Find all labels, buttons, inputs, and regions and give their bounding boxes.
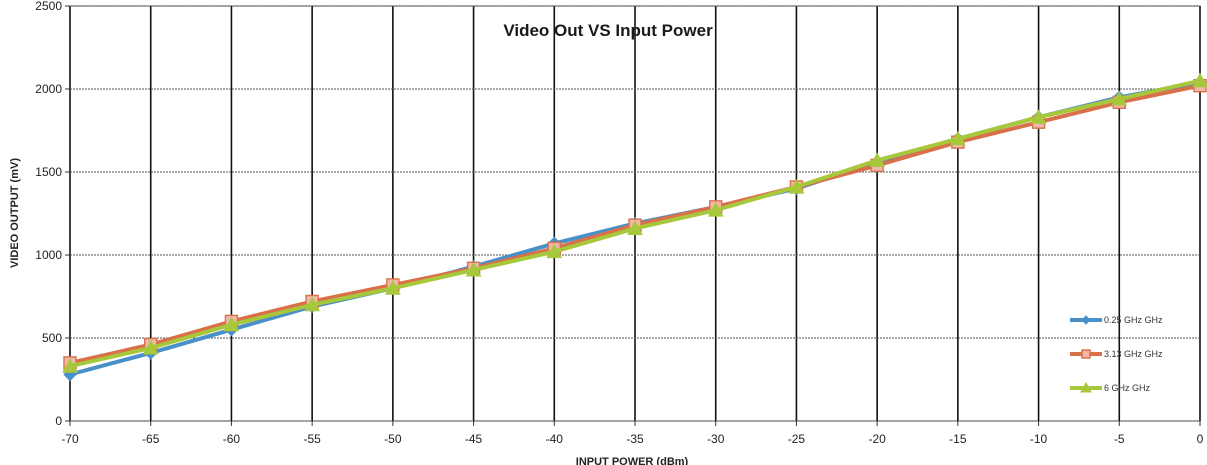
y-tick-label: 2000 xyxy=(35,82,62,96)
x-tick-label: -5 xyxy=(1114,432,1125,446)
y-tick-label: 2500 xyxy=(35,0,62,13)
x-tick-label: -55 xyxy=(303,432,321,446)
data-point-marker xyxy=(1081,349,1091,359)
data-point-marker xyxy=(788,178,805,194)
x-axis-title: INPUT POWER (dBm) xyxy=(576,456,689,465)
data-point-marker xyxy=(1111,90,1128,106)
data-point-marker xyxy=(950,130,966,146)
x-tick-label: -25 xyxy=(788,432,806,446)
x-tick-label: -70 xyxy=(61,432,79,446)
x-tick-label: -30 xyxy=(707,432,725,446)
y-tick-label: 1500 xyxy=(35,165,62,179)
x-tick-label: -15 xyxy=(949,432,967,446)
series-2 xyxy=(62,72,1207,373)
data-point-marker xyxy=(707,202,724,217)
legend-item: 3.13 GHz GHz xyxy=(1070,349,1163,359)
x-tick-label: -10 xyxy=(1030,432,1048,446)
data-point-marker xyxy=(546,243,563,259)
data-point-marker xyxy=(869,152,885,167)
x-tick-label: -35 xyxy=(626,432,644,446)
x-tick-label: -45 xyxy=(465,432,483,446)
y-axis-title: VIDEO OUTPUT (mV) xyxy=(9,158,21,268)
data-point-marker xyxy=(223,316,240,332)
legend-item: 0.25 GHz GHz xyxy=(1070,315,1163,325)
data-point-marker xyxy=(1192,72,1207,88)
data-point-marker xyxy=(62,358,78,373)
data-point-marker xyxy=(465,261,482,277)
grid-lines xyxy=(69,5,1201,422)
data-point-marker xyxy=(304,296,320,312)
legend-label: 0.25 GHz GHz xyxy=(1104,315,1163,325)
legend-label: 3.13 GHz GHz xyxy=(1104,349,1163,359)
x-tick-label: -40 xyxy=(546,432,564,446)
legend-item: 6 GHz GHz xyxy=(1070,381,1151,393)
x-tick-label: 0 xyxy=(1197,432,1204,446)
x-tick-label: -50 xyxy=(384,432,402,446)
chart-title: Video Out VS Input Power xyxy=(503,21,713,40)
data-point-marker xyxy=(1030,109,1047,124)
data-point-marker xyxy=(627,220,643,235)
x-tick-label: -20 xyxy=(868,432,886,446)
y-axis-ticks: 0 500 1000 1500 2000 2500 xyxy=(35,0,70,428)
legend: 0.25 GHz GHz 3.13 GHz GHz 6 GHz GHz xyxy=(1070,315,1163,393)
data-point-marker xyxy=(1080,381,1092,393)
x-axis-ticks: -70 -65 -60 -55 -50 -45 -40 -35 -30 -25 -20 -15 -10-… xyxy=(61,421,1204,446)
data-point-marker xyxy=(385,280,401,295)
y-tick-label: 500 xyxy=(42,331,62,345)
data-point-marker xyxy=(1081,315,1091,325)
y-tick-label: 0 xyxy=(55,414,62,428)
series-layer xyxy=(62,72,1207,382)
legend-label: 6 GHz GHz xyxy=(1104,383,1151,393)
x-tick-label: -65 xyxy=(142,432,160,446)
x-tick-label: -60 xyxy=(223,432,241,446)
data-point-marker xyxy=(142,339,159,355)
y-tick-label: 1000 xyxy=(35,248,62,262)
